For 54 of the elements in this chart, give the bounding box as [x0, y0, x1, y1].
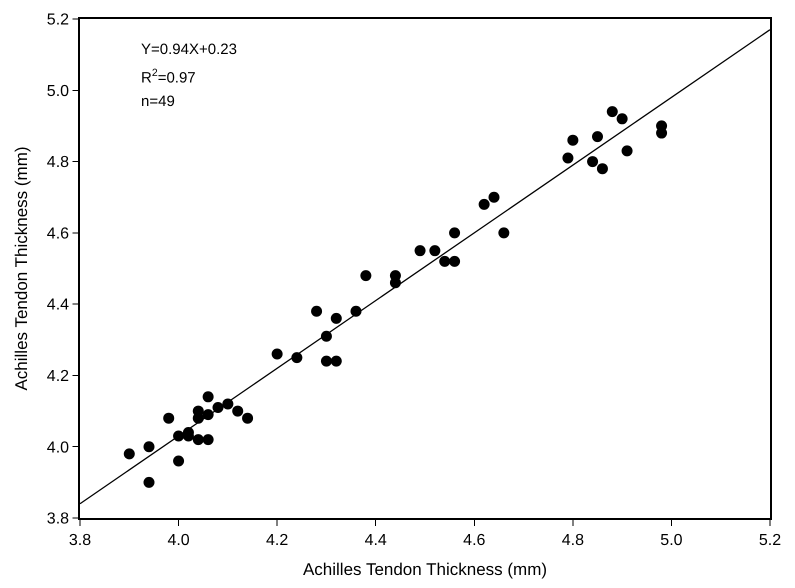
point [272, 348, 283, 360]
point [498, 227, 510, 238]
point [606, 106, 618, 118]
point [192, 434, 204, 446]
y-tick-label: 4.0 [46, 439, 70, 456]
point [622, 145, 633, 156]
annotation: R$^{2}$=0.97 [141, 67, 196, 86]
x-axis-title: Achilles Tendon Thickness (mm) [302, 560, 548, 579]
point [173, 455, 184, 466]
y-tick-label: 4.4 [46, 296, 70, 314]
point [242, 412, 254, 424]
point [330, 356, 342, 367]
x-tick-label: 4.2 [266, 532, 288, 549]
x-tick-label: 5.0 [660, 532, 683, 549]
point [124, 448, 135, 460]
point [360, 270, 372, 282]
x-tick-label: 4.6 [463, 532, 486, 549]
point [567, 134, 578, 146]
annotation: Y=0.94X+0.23 [141, 41, 237, 58]
x-tick-label: 3.8 [68, 532, 92, 549]
point [656, 128, 668, 139]
point [449, 227, 460, 238]
point [587, 156, 598, 168]
point [202, 391, 214, 402]
point [330, 312, 342, 324]
point [414, 245, 426, 256]
x-tick-label: 5.2 [758, 532, 782, 549]
x-tick-label: 4.8 [562, 532, 584, 549]
point [429, 245, 440, 256]
point [163, 412, 174, 424]
point [311, 306, 322, 317]
y-tick-label: 5.2 [46, 12, 70, 29]
y-tick-label: 3.8 [46, 510, 70, 528]
point [202, 434, 214, 446]
point [144, 441, 154, 452]
y-tick-label: 4.8 [46, 154, 70, 172]
point [439, 256, 450, 267]
point [562, 152, 574, 164]
point [478, 198, 490, 210]
point [592, 131, 603, 142]
y-axis-title: Achilles Tendon Thickness (mm) [12, 146, 31, 391]
y-tick-label: 4.6 [46, 225, 70, 242]
point [144, 476, 154, 488]
point [488, 192, 500, 203]
point [232, 406, 244, 417]
point [616, 113, 628, 124]
annotation: n=49 [141, 93, 175, 110]
y-tick-label: 4.2 [46, 368, 70, 386]
x-tick-label: 4.0 [167, 532, 190, 549]
point [596, 163, 608, 174]
point [320, 356, 332, 367]
x-tick-label: 4.4 [364, 532, 387, 549]
point [449, 256, 460, 267]
y-tick-label: 5.0 [46, 82, 70, 100]
